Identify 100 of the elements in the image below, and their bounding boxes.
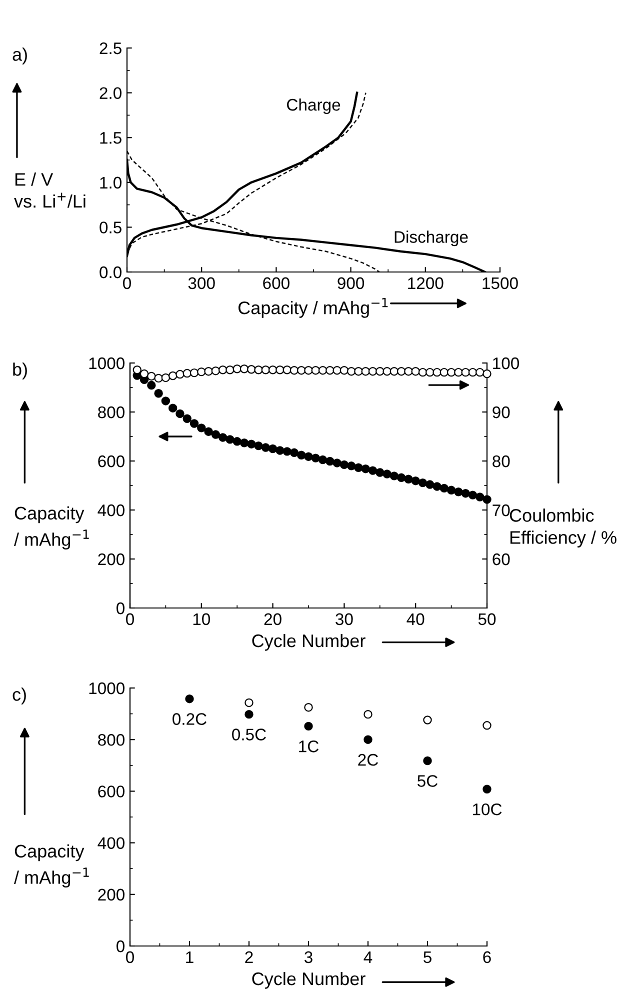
x-tick-label: 5 (424, 951, 432, 964)
x-tick-label: 900 (338, 277, 364, 290)
chart-title: a) (12, 48, 27, 64)
y-tick-label: 800 (98, 406, 124, 418)
point (482, 369, 492, 378)
point (176, 370, 184, 379)
point (244, 698, 254, 708)
point (468, 368, 478, 377)
point (290, 448, 299, 458)
y2-tick-label: 60 (492, 553, 510, 566)
point (311, 454, 320, 462)
point (190, 419, 199, 428)
point (361, 366, 370, 376)
point (304, 452, 313, 461)
y-tick-label: 200 (98, 888, 124, 901)
point (332, 366, 342, 375)
y2-tick-label: 100 (493, 357, 520, 370)
y2-axis-title: Coulombic Efficiency / % (510, 508, 616, 548)
point (211, 366, 220, 376)
point (440, 484, 449, 493)
point (226, 366, 234, 374)
point (282, 366, 292, 374)
x-tick-label: 50 (478, 613, 496, 626)
point (218, 433, 228, 442)
point (254, 366, 263, 374)
point (276, 366, 284, 374)
point (240, 438, 249, 448)
point (390, 472, 399, 480)
x-tick-label: 0 (126, 613, 134, 626)
x-axis-title: Capacity / mAhg$^{−1}$ (238, 298, 388, 318)
point (340, 366, 349, 375)
y-tick-label: 400 (98, 504, 124, 516)
point (423, 716, 432, 724)
x-tick-label: 10 (193, 613, 210, 626)
y-tick-label: 0.5 (100, 222, 122, 234)
point (182, 414, 192, 423)
point (197, 424, 206, 432)
point (396, 473, 406, 482)
point (423, 756, 432, 766)
point (411, 366, 420, 376)
y-tick-label: 0.0 (100, 266, 122, 278)
x-tick-label: 40 (406, 613, 424, 626)
x-axis-title: Cycle Number (252, 972, 366, 989)
point (218, 366, 228, 374)
point (326, 366, 334, 375)
x-tick-label: 600 (263, 277, 290, 290)
point (304, 366, 313, 375)
x-tick-label: 0 (126, 951, 134, 964)
y-tick-label: 800 (98, 734, 124, 746)
point (396, 366, 406, 376)
point (176, 409, 184, 418)
point (476, 492, 484, 502)
point (354, 366, 363, 376)
point (461, 488, 470, 498)
point (185, 694, 194, 704)
point (432, 368, 442, 377)
point (204, 427, 213, 436)
point (304, 722, 313, 731)
point (268, 444, 278, 454)
x-tick-label: 4 (364, 951, 372, 963)
point (161, 396, 170, 406)
point (168, 371, 178, 380)
y-tick-label: 200 (98, 553, 124, 566)
x-tick-label: 2 (245, 951, 253, 963)
point (211, 430, 220, 439)
point (426, 480, 434, 489)
x-tick-label: 300 (188, 277, 215, 290)
point (304, 702, 313, 712)
x-tick-label: 1 (186, 951, 194, 963)
point (254, 441, 263, 450)
x-tick-label: 30 (336, 613, 353, 626)
point (404, 366, 413, 376)
y-tick-label: 2.5 (100, 42, 122, 54)
annotation: 1C (299, 740, 319, 752)
point (154, 374, 163, 383)
point (244, 710, 254, 719)
point (240, 364, 249, 374)
point (276, 446, 284, 455)
point (282, 447, 292, 456)
point (440, 368, 449, 377)
annotation: 5C (418, 775, 438, 787)
point (476, 368, 484, 377)
point (204, 366, 213, 376)
point (182, 368, 192, 378)
point (468, 490, 478, 500)
y2-tick-label: 90 (492, 406, 510, 418)
point (232, 364, 242, 374)
point (154, 389, 163, 398)
point (368, 366, 378, 376)
point (297, 366, 306, 375)
x-tick-label: 3 (304, 951, 312, 964)
point (368, 466, 378, 475)
point (297, 450, 306, 460)
point (161, 373, 170, 382)
point (390, 366, 399, 376)
chart-title: c) (12, 688, 26, 704)
point (461, 368, 470, 377)
point (340, 460, 349, 470)
point (454, 368, 463, 377)
point (376, 468, 384, 477)
